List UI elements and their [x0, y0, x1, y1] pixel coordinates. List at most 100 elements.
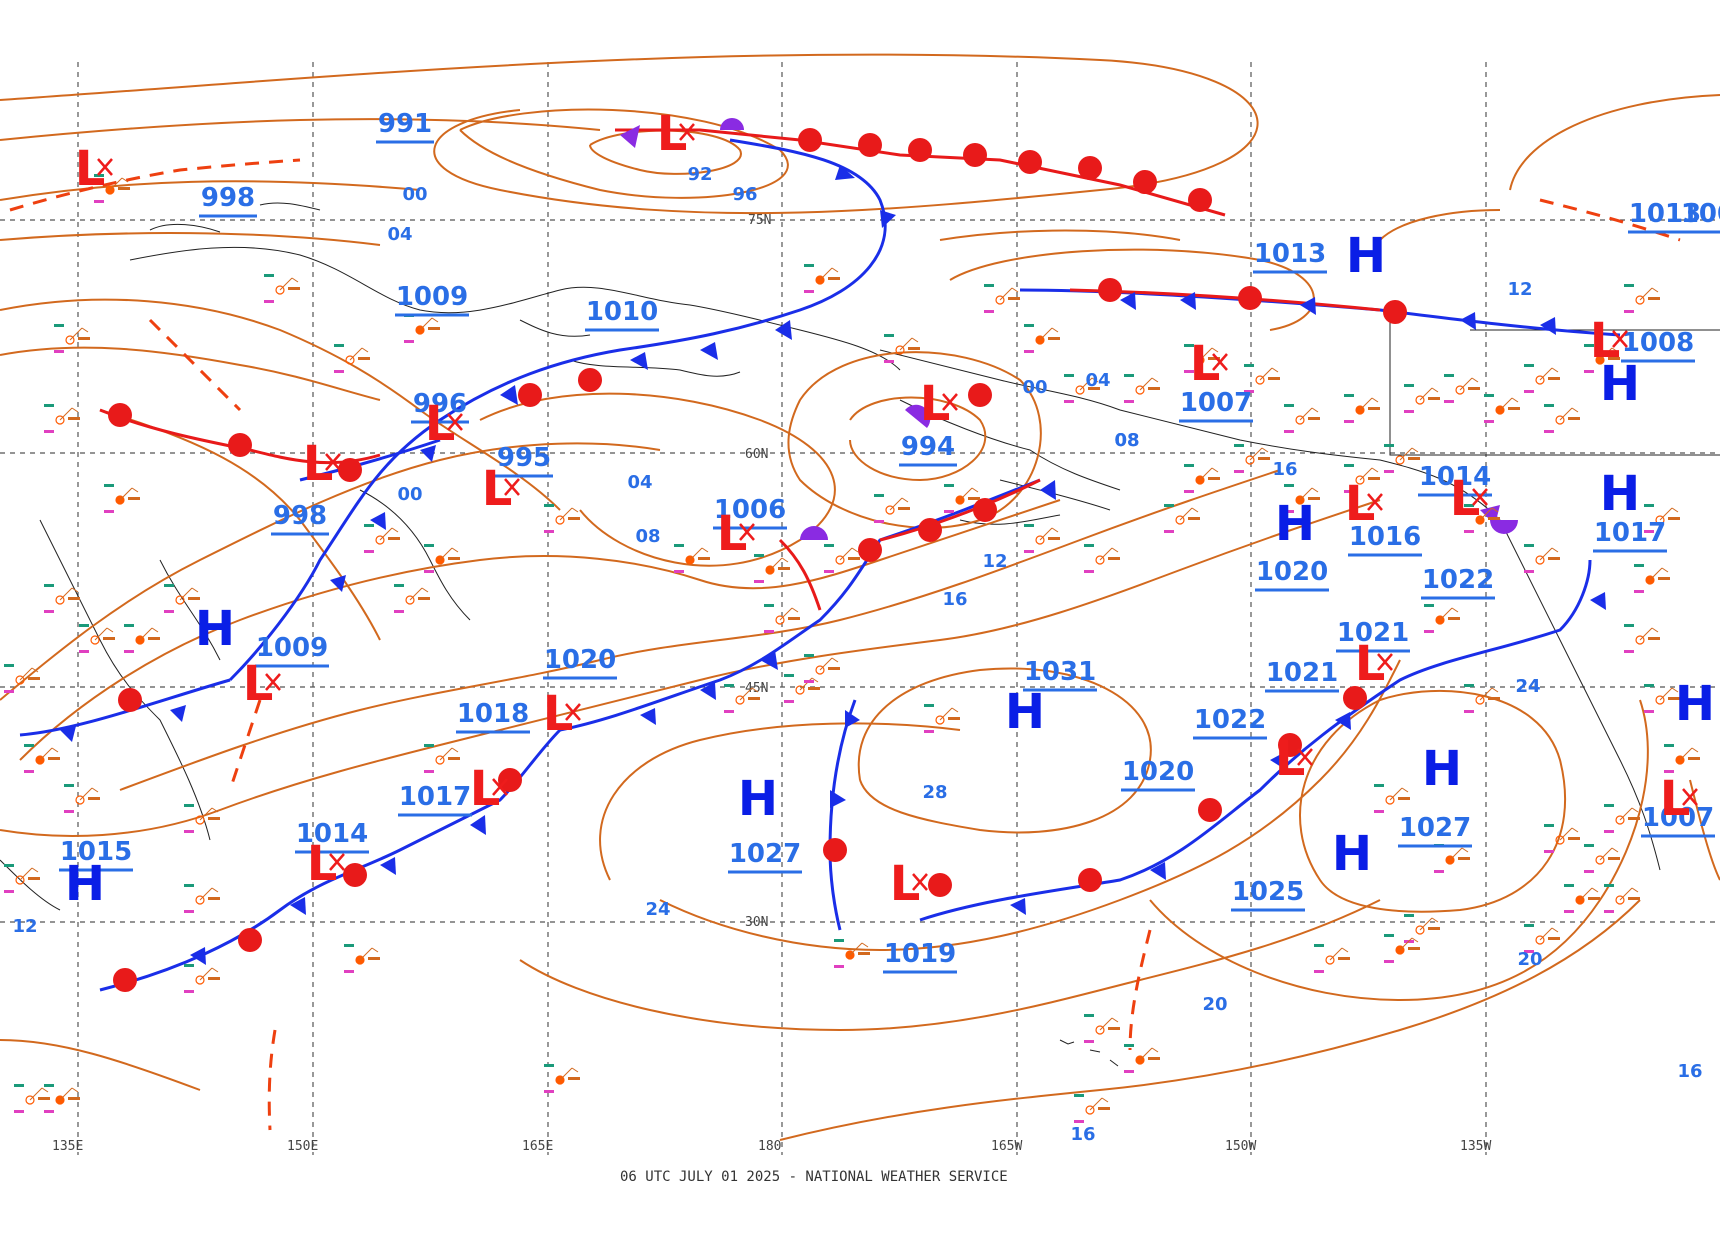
- pressure-value-label: 1021: [1266, 658, 1338, 688]
- svg-text:L: L: [717, 506, 748, 562]
- weather-station-plot: [334, 344, 370, 373]
- weather-station-plot: [804, 264, 840, 293]
- pressure-value-label: 1025: [1232, 877, 1304, 907]
- weather-station-plot: [424, 544, 460, 573]
- weather-station-plot: [884, 334, 920, 363]
- weather-station-plot: [79, 624, 115, 653]
- weather-station-plot: [1284, 404, 1320, 433]
- low-pressure-center: L: [890, 856, 928, 912]
- svg-text:L: L: [543, 686, 574, 742]
- weather-station-plot: [404, 314, 440, 343]
- isobar-value-label: 20: [1202, 994, 1227, 1015]
- weather-station-plot: [1624, 284, 1660, 313]
- weather-station-plot: [184, 884, 220, 913]
- weather-station-plot: [44, 584, 80, 613]
- svg-text:L: L: [470, 761, 501, 817]
- weather-station-plot: [1664, 744, 1700, 773]
- weather-station-plot: [1484, 394, 1520, 423]
- low-pressure-center: L: [1275, 731, 1313, 787]
- weather-station-plot: [984, 284, 1020, 313]
- weather-station-plot: [1564, 884, 1600, 913]
- pressure-value-label: 1013: [1629, 199, 1701, 229]
- pressure-value-label: 1013: [1254, 239, 1326, 269]
- svg-text:L: L: [1345, 476, 1376, 532]
- pressure-value-label: 1031: [1024, 657, 1096, 687]
- lon-label-135e: 135E: [52, 1139, 83, 1154]
- weather-station-plot: [824, 544, 860, 573]
- weather-station-plot: [1374, 784, 1410, 813]
- weather-station-plot: [44, 1084, 80, 1113]
- weather-station-plot: [1184, 344, 1220, 373]
- troughs: [9, 158, 1681, 1131]
- weather-station-plot: [1434, 844, 1470, 873]
- pressure-value-label: 1016: [1349, 522, 1421, 552]
- weather-station-plot: [14, 1084, 50, 1113]
- low-pressure-center: L: [1590, 313, 1628, 369]
- isobar-value-label: 24: [1515, 676, 1540, 697]
- svg-text:L: L: [1450, 471, 1481, 527]
- low-pressure-center: L: [1660, 771, 1698, 827]
- low-pressure-center: L: [75, 141, 113, 197]
- weather-station-plot: [1384, 444, 1420, 473]
- isobar-value-label: 16: [942, 589, 967, 610]
- high-pressure-center: H: [1675, 676, 1715, 732]
- weather-station-plot: [184, 804, 220, 833]
- isobar-value-label: 20: [1517, 949, 1542, 970]
- svg-text:L: L: [425, 396, 456, 452]
- weather-station-plot: [1584, 344, 1620, 373]
- isobar-value-label: 16: [1677, 1061, 1702, 1082]
- weather-station-plot: [1444, 374, 1480, 403]
- pressure-value-label: 1022: [1194, 705, 1266, 735]
- low-pressure-center: L: [1190, 336, 1228, 392]
- svg-text:L: L: [1190, 336, 1221, 392]
- pressure-value-label: 1017: [1594, 518, 1666, 548]
- weather-station-plot: [1344, 394, 1380, 423]
- pressure-value-label: 1022: [1422, 565, 1494, 595]
- pressure-value-label: 998: [201, 183, 255, 213]
- weather-station-plot: [1644, 504, 1680, 533]
- pressure-value-label: 1027: [729, 839, 801, 869]
- pressure-value-label: 1010: [586, 297, 658, 327]
- pressure-value-label: 995: [497, 443, 551, 473]
- weather-station-plot: [1284, 484, 1320, 513]
- weather-station-plot: [764, 604, 800, 633]
- svg-text:L: L: [75, 141, 106, 197]
- pressure-value-label: 1020: [1256, 557, 1328, 587]
- weather-station-plot: [754, 554, 790, 583]
- weather-station-plot: [1064, 374, 1100, 403]
- isobar-value-label: 28: [922, 782, 947, 803]
- svg-text:L: L: [920, 376, 951, 432]
- weather-station-plot: [124, 624, 160, 653]
- lat-label-75n: 75N: [748, 213, 771, 228]
- low-pressure-center: L: [717, 506, 755, 562]
- weather-station-plot: [424, 744, 460, 773]
- high-pressure-center: H: [1600, 466, 1640, 522]
- pressure-value-label: 1020: [544, 645, 616, 675]
- pressure-value-label: 1019: [884, 939, 956, 969]
- weather-station-plot: [44, 404, 80, 433]
- weather-station-plot: [1584, 844, 1620, 873]
- lat-label-30n: 30N: [745, 915, 768, 930]
- weather-station-plot: [1314, 944, 1350, 973]
- weather-station-plot: [1024, 524, 1060, 553]
- pressure-value-label: 1007: [1642, 803, 1714, 833]
- weather-station-plot: [784, 674, 820, 703]
- weather-station-plot: [1234, 444, 1270, 473]
- station-plots: [4, 174, 1700, 1123]
- pressure-value-label: 1006: [714, 495, 786, 525]
- weather-station-plot: [1024, 324, 1060, 353]
- weather-station-plot: [1544, 404, 1580, 433]
- weather-station-plot: [394, 584, 430, 613]
- low-pressure-center: L: [543, 686, 581, 742]
- low-pressure-center: L: [482, 461, 520, 517]
- isobar-value-label: 92: [687, 164, 712, 185]
- isobar-value-label: 96: [732, 184, 757, 205]
- low-pressure-center: L: [920, 376, 958, 432]
- low-pressure-center: L: [1345, 476, 1383, 532]
- weather-station-plot: [1634, 564, 1670, 593]
- lon-label-135w: 135W: [1460, 1139, 1491, 1154]
- weather-station-plot: [264, 274, 300, 303]
- isobar-value-label: 24: [645, 899, 670, 920]
- isobar-value-label: 08: [635, 526, 660, 547]
